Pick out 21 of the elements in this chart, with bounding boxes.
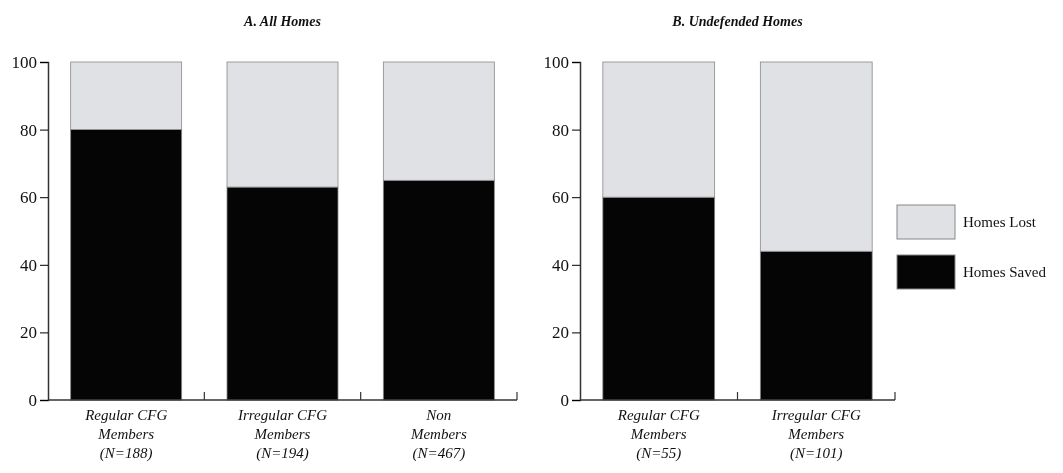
y-tick-label: 40 (552, 255, 569, 275)
x-tick-label: Irregular CFG Members (N=101) (770, 407, 861, 462)
legend-label: Homes Saved (963, 264, 1047, 280)
y-tick-label: 20 (552, 323, 569, 343)
y-tick-label: 80 (20, 120, 37, 140)
x-tick-label: Regular CFG Members (N=55) (616, 407, 700, 462)
y-tick-label: 0 (560, 390, 569, 410)
legend-label: Homes Lost (963, 214, 1037, 230)
y-tick-label: 20 (20, 323, 37, 343)
y-tick-label: 100 (543, 52, 569, 72)
y-tick-label: 0 (28, 390, 37, 410)
x-tick-label: Irregular CFG Members (N=194) (236, 407, 328, 462)
x-tick-label: Non Members (N=467) (409, 407, 467, 462)
y-tick-label: 40 (20, 255, 37, 275)
y-tick-label: 100 (11, 52, 37, 72)
y-tick-label: 60 (20, 188, 37, 208)
chart-title: B. Undefended Homes (671, 14, 804, 29)
y-tick-label: 80 (552, 120, 569, 140)
x-tick-label: Regular CFG Members (N=188) (84, 407, 168, 462)
chart-title: A. All Homes (243, 14, 322, 29)
y-tick-label: 60 (552, 188, 569, 208)
